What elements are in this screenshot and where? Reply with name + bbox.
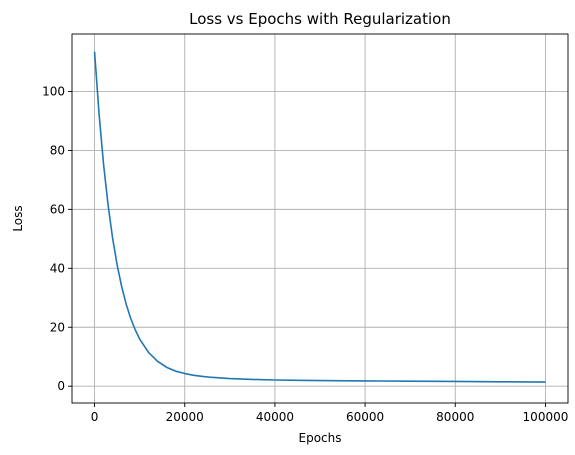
y-tick-label: 80: [50, 143, 65, 157]
x-tick-label: 60000: [346, 410, 384, 424]
ticks-layer: 0 20000 40000 60000 80000 100000 0 20 40 60 80 100: [42, 84, 568, 424]
y-tick-label: 60: [50, 202, 65, 216]
chart-title: Loss vs Epochs with Regularization: [189, 10, 451, 28]
x-tick-label: 0: [91, 410, 99, 424]
x-tick-label: 40000: [256, 410, 294, 424]
y-tick-label: 40: [50, 261, 65, 275]
y-tick-label: 20: [50, 320, 65, 334]
y-tick-label: 100: [42, 84, 65, 98]
y-axis-label: Loss: [11, 205, 25, 231]
x-tick-label: 80000: [436, 410, 474, 424]
plot-frame: [71, 33, 569, 404]
x-tick-label: 100000: [523, 410, 569, 424]
x-tick-label: 20000: [166, 410, 204, 424]
loss-series-line: [93, 51, 546, 383]
grid-layer: [72, 34, 568, 403]
x-axis-label: Epochs: [299, 431, 342, 445]
series-layer: [93, 51, 546, 383]
y-tick-label: 0: [57, 379, 65, 393]
